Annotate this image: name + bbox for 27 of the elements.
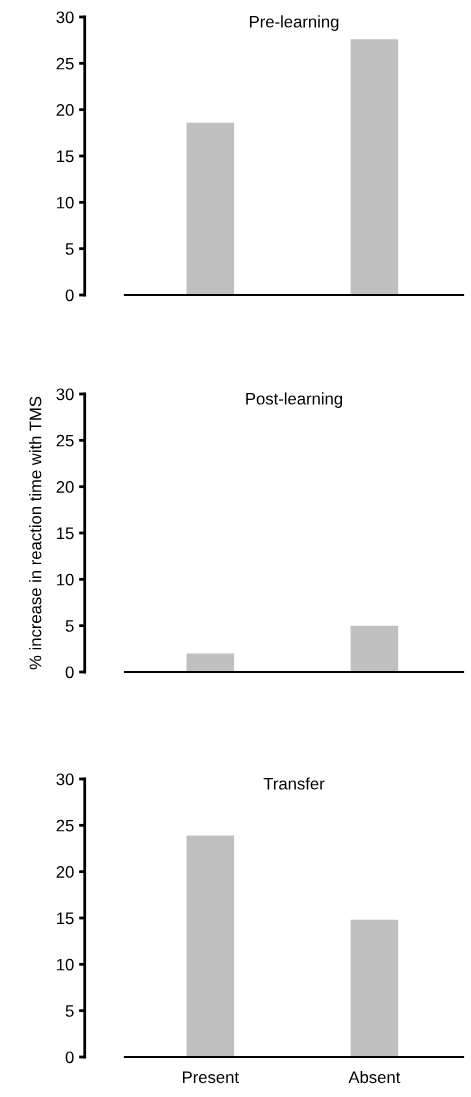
y-tick-label: 25 [56,57,74,70]
y-tick-label: 10 [57,196,74,209]
y-tick-label: 20 [56,866,74,878]
y-tick-label: 5 [65,243,74,255]
y-tick-label: 20 [56,481,74,493]
chart-title: Pre-learning [249,15,339,31]
y-tick-label: 30 [56,773,74,786]
y-tick-label: 0 [65,289,74,302]
y-tick-label: 15 [57,912,74,925]
x-tick-label: Absent [348,1070,401,1084]
y-tick-label: 10 [57,573,74,586]
y-tick-label: 0 [65,1051,74,1064]
y-tick-label: 10 [57,958,74,971]
y-tick-label: 30 [56,11,74,24]
y-tick-label: 25 [56,819,74,832]
y-tick-label: 25 [56,434,74,447]
x-tick-label: Present [182,1071,239,1084]
y-tick-label: 0 [65,666,74,679]
chart-title: Post-learning [246,392,343,408]
y-tick-label: 30 [56,388,74,401]
y-tick-label: 15 [57,527,74,540]
chart-title: Transfer [263,777,325,790]
y-tick-label: 20 [56,104,74,116]
y-axis-title: % increase in reaction time with TMS [29,396,42,670]
y-tick-label: 15 [57,150,74,163]
y-tick-label: 5 [65,1005,74,1017]
y-tick-label: 5 [65,620,74,632]
